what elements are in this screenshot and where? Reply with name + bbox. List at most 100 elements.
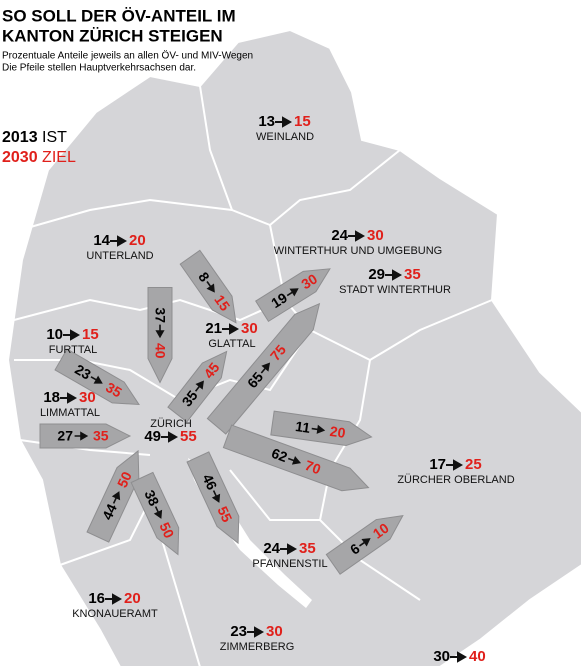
legend-year: 2013 (2, 129, 38, 146)
axis-arrow: 610 (325, 514, 404, 575)
axis-from: 62 (269, 445, 289, 465)
region-label: 30 40 (433, 648, 485, 665)
region-from: 21 (205, 320, 222, 337)
arrow-glyph (311, 424, 326, 434)
axis-from: 46 (199, 471, 220, 492)
axis-to: 55 (214, 504, 235, 525)
arrow-glyph (247, 626, 265, 638)
arrow-shape (206, 302, 321, 435)
axis-to: 50 (156, 520, 177, 541)
region-from: 24 (331, 227, 348, 244)
region-from: 16 (88, 590, 105, 607)
arrow-glyph (206, 281, 215, 293)
arrow-glyph (153, 506, 163, 519)
legend-entry: 2030 ZIEL (2, 149, 76, 166)
axis-to: 40 (152, 343, 168, 359)
region-name: UNTERLAND (86, 250, 153, 262)
region-to: 55 (180, 428, 197, 445)
region-to: 20 (124, 590, 141, 607)
region-name: PFANNENSTIL (252, 558, 327, 570)
arrow-glyph (110, 235, 128, 247)
axis-to: 20 (329, 423, 347, 441)
region-name: WEINLAND (256, 131, 314, 143)
arrow-glyph (280, 543, 298, 555)
region-to: 35 (404, 266, 421, 283)
region-name: FURTTAL (49, 344, 98, 356)
axis-arrow: 46 55 (186, 451, 240, 545)
axis-arrow: 11 20 (270, 410, 373, 447)
axis-arrow: 38 50 (130, 471, 180, 556)
region-to: 30 (241, 320, 258, 337)
region-from: 24 (263, 540, 280, 557)
region-to: 30 (79, 389, 96, 406)
region-from: 30 (433, 648, 450, 665)
region-from: 13 (258, 113, 275, 130)
axis-to: 50 (114, 469, 135, 490)
arrow-glyph (194, 380, 204, 392)
arrow-glyph (446, 459, 464, 471)
region-from: 18 (43, 389, 60, 406)
region-to: 20 (129, 232, 146, 249)
axis-arrow: 23 35 (54, 348, 140, 406)
region-name: WINTERTHUR UND UMGEBUNG (274, 245, 442, 257)
arrow-glyph (105, 593, 123, 605)
axis-arrow: 815 (179, 249, 237, 324)
arrow-shape (167, 350, 228, 423)
region-to: 35 (299, 540, 316, 557)
axis-from: 27 (57, 428, 73, 444)
region-name: LIMMATTAL (40, 407, 100, 419)
region-from: 23 (230, 623, 247, 640)
axis-arrow: 37 40 (147, 287, 173, 384)
region-from: 14 (93, 232, 110, 249)
region-to: 15 (82, 326, 99, 343)
arrow-glyph (359, 538, 371, 547)
title-line: SO SOLL DER ÖV-ANTEIL IM (2, 6, 236, 25)
arrow-glyph (275, 116, 293, 128)
region-to: 15 (294, 113, 311, 130)
arrow-glyph (385, 269, 403, 281)
arrow-glyph (286, 288, 299, 297)
region-borders (13, 85, 493, 667)
arrow-glyph (111, 491, 121, 504)
arrow-glyph (287, 456, 302, 465)
region-to: 40 (469, 648, 486, 665)
region-name: GLATTAL (208, 338, 255, 350)
region-name: ZIMMERBERG (220, 641, 295, 653)
axis-from: 37 (152, 307, 168, 323)
arrow-glyph (155, 324, 165, 339)
legend: 2013 IST 2030 ZIEL (2, 129, 76, 166)
arrow-glyph (222, 323, 240, 335)
subtitle-line: Die Pfeile stellen Hauptverkehrsachsen d… (2, 63, 196, 74)
axis-from: 23 (72, 361, 94, 383)
legend-label: ZIEL (42, 149, 76, 166)
region-from: 29 (368, 266, 385, 283)
axis-from: 44 (99, 501, 120, 522)
subtitle-line: Prozentuale Anteile jeweils an allen ÖV-… (2, 50, 253, 62)
legend-year: 2030 (2, 149, 38, 166)
arrow-glyph (450, 651, 468, 663)
region-from: 17 (429, 456, 446, 473)
region-to: 30 (367, 227, 384, 244)
region-to: 25 (465, 456, 482, 473)
region-name: ZÜRICH (150, 418, 192, 430)
arrow-glyph (211, 490, 221, 503)
title-line: KANTON ZÜRICH STEIGEN (2, 26, 223, 45)
region-name: KNONAUERAMT (72, 608, 158, 620)
region-from: 10 (46, 326, 63, 343)
arrow-glyph (60, 392, 78, 404)
axis-arrow: 62 70 (222, 424, 370, 492)
arrow-glyph (161, 431, 179, 443)
region-name: STADT WINTERTHUR (339, 284, 451, 296)
